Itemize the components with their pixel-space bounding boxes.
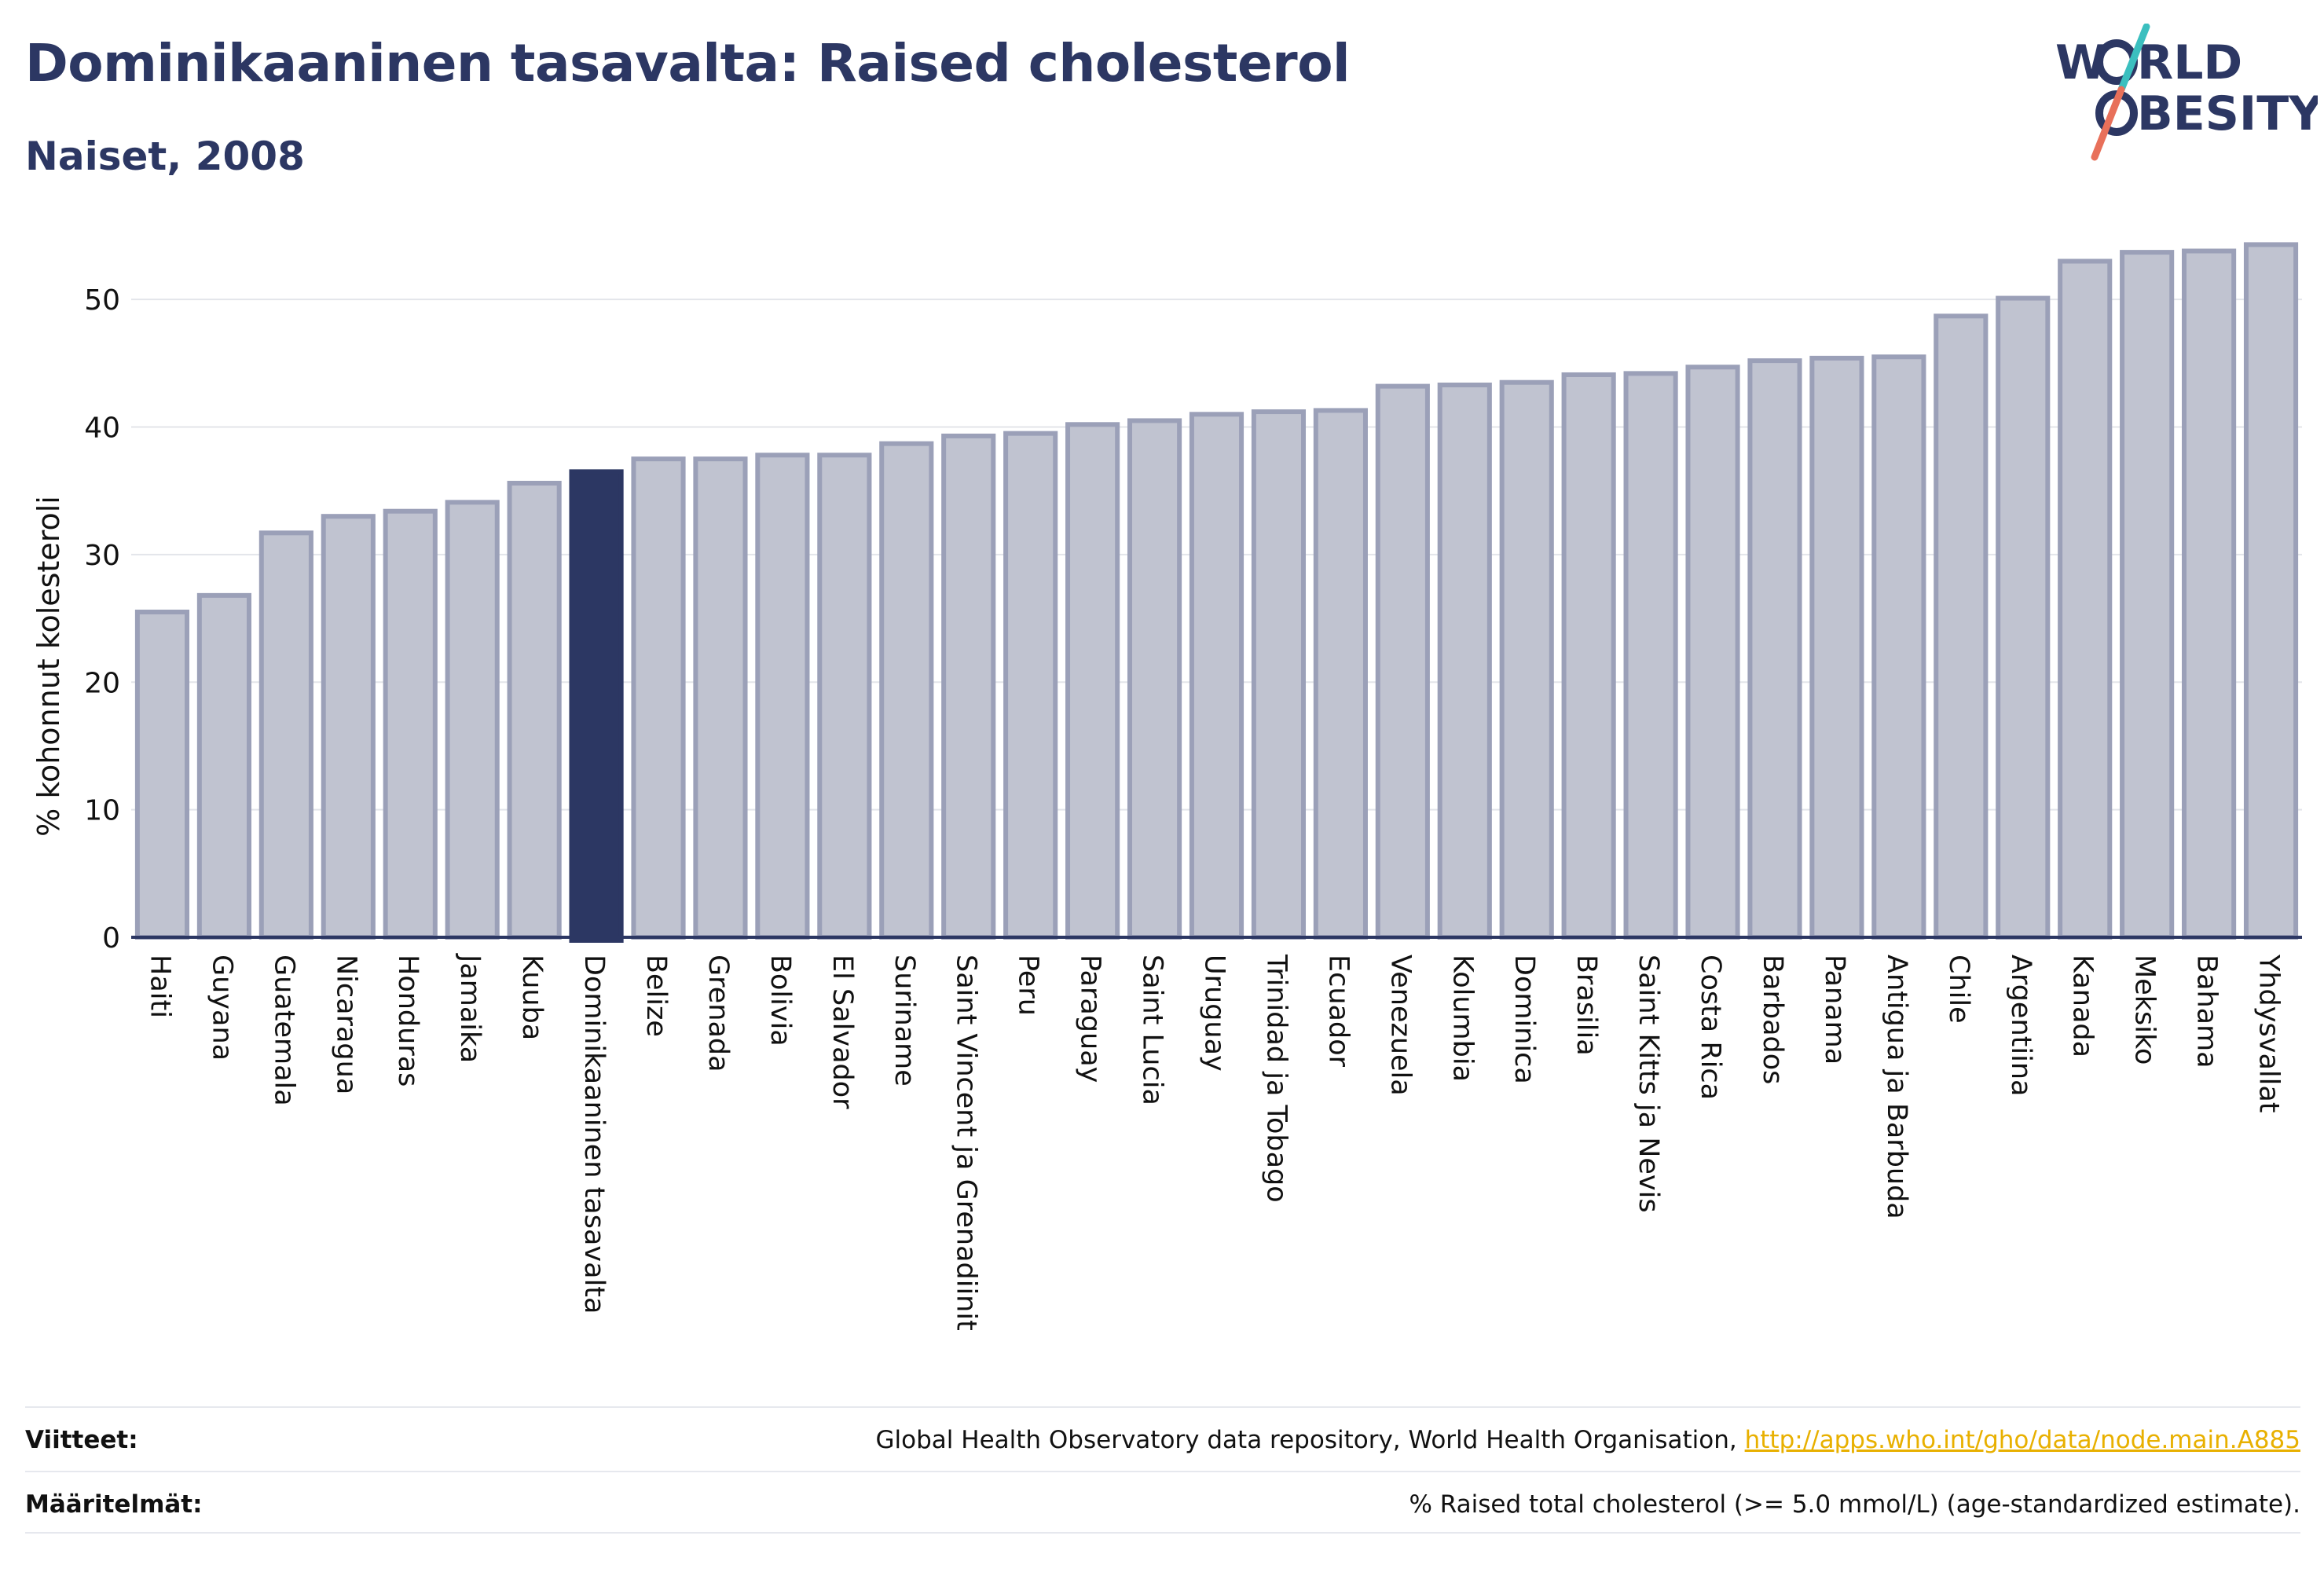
sources-link[interactable]: http://apps.who.int/gho/data/node.main.A… <box>1744 1426 2300 1454</box>
bar-grenada <box>693 456 748 940</box>
bar-nicaragua <box>321 514 376 940</box>
bar-kolumbia <box>1437 382 1492 940</box>
sources-row: Viitteet: Global Health Observatory data… <box>25 1406 2300 1472</box>
bar-saint-lucia <box>1127 418 1182 940</box>
x-tick-label: Argentiina <box>2005 955 2036 1096</box>
footer-divider <box>25 1532 2300 1534</box>
bar-trinidad-ja-tobago <box>1251 409 1307 940</box>
x-tick-label: Bahama <box>2191 955 2223 1068</box>
x-tick-label: Paraguay <box>1075 955 1106 1083</box>
x-tick-label: Venezuela <box>1384 955 1416 1096</box>
bar-venezuela <box>1375 383 1430 940</box>
chart-title: Dominikaaninen tasavalta: Raised cholest… <box>25 33 1351 93</box>
x-tick-label: Meksiko <box>2129 955 2161 1065</box>
x-tick-label: Saint Kitts ja Nevis <box>1633 955 1664 1213</box>
bar-barbados <box>1747 358 1802 940</box>
x-tick-label: Bolivia <box>764 955 796 1046</box>
x-tick-label: El Salvador <box>827 955 858 1109</box>
bar-dominica <box>1499 379 1554 940</box>
x-tick-label: Dominica <box>1508 955 1540 1084</box>
bar-kuuba <box>507 480 562 940</box>
bar-yhdysvallat <box>2243 242 2299 940</box>
bar-haiti <box>134 609 190 940</box>
bar-chart: 0 10 20 30 40 50 Haiti Guyana Guatemala Nicaragua… <box>31 242 2302 1331</box>
x-tick-label: Guatemala <box>268 955 299 1106</box>
y-tick-label: 30 <box>84 540 120 572</box>
x-tick-label: Saint Lucia <box>1137 955 1168 1105</box>
x-tick-label: Peru <box>1013 955 1044 1016</box>
x-tick-label: Suriname <box>889 955 920 1087</box>
bar-costa-rica <box>1685 365 1740 940</box>
bar-peru <box>1003 431 1058 940</box>
x-tick-label: Kolumbia <box>1446 955 1478 1082</box>
bar-ecuador <box>1313 408 1368 940</box>
axes: 0 10 20 30 40 50 Haiti Guyana Guatemala Nicaragua… <box>84 284 2302 1331</box>
y-axis-label: % kohonnut kolesteroli <box>31 496 66 837</box>
x-tick-label: Barbados <box>1757 955 1788 1084</box>
bar-jamaika <box>445 500 500 940</box>
sources-description: Global Health Observatory data repositor… <box>875 1426 1745 1454</box>
x-tick-label: Jamaika <box>454 953 486 1063</box>
x-tick-label: Antigua ja Barbuda <box>1881 955 1912 1219</box>
bar-bolivia <box>755 453 810 940</box>
bar-chile <box>1934 313 1989 940</box>
definitions-text: % Raised total cholesterol (>= 5.0 mmol/… <box>1409 1490 2300 1519</box>
sources-label: Viitteet: <box>25 1426 138 1454</box>
bar-meksiko <box>2120 250 2175 940</box>
y-tick-label: 10 <box>84 795 120 827</box>
bar-antigua-ja-barbuda <box>1871 354 1926 940</box>
svg-text:RLD: RLD <box>2137 35 2242 90</box>
bar-argentiina <box>1996 295 2051 940</box>
x-tick-label: Yhdysvallat <box>2253 954 2285 1113</box>
bar-dominikaaninen-tasavalta <box>569 469 624 943</box>
world-obesity-logo: W RLD BESITY <box>2055 24 2318 161</box>
bar-guatemala <box>258 530 313 940</box>
y-tick-label: 20 <box>84 667 120 699</box>
x-tick-label: Brasilia <box>1571 955 1602 1056</box>
x-tick-label: Grenada <box>702 955 734 1072</box>
definitions-label: Määritelmät: <box>25 1490 203 1519</box>
bar-panama <box>1809 355 1864 940</box>
x-tick-label: Chile <box>1943 955 1974 1024</box>
y-tick-label: 0 <box>102 922 120 955</box>
x-tick-label: Panama <box>1819 955 1850 1065</box>
bar-suriname <box>879 441 934 940</box>
bar-paraguay <box>1065 422 1120 940</box>
bars <box>134 242 2299 943</box>
bar-saint-kitts-ja-nevis <box>1623 371 1678 940</box>
bar-guyana <box>196 592 251 940</box>
bar-brasilia <box>1561 372 1616 940</box>
y-tick-label: 50 <box>84 284 120 317</box>
bar-bahama <box>2182 248 2237 940</box>
x-tick-label: Uruguay <box>1199 955 1230 1072</box>
bar-kanada <box>2058 258 2113 940</box>
x-tick-label: Kuuba <box>516 955 548 1040</box>
svg-text:BESITY: BESITY <box>2137 86 2318 141</box>
x-tick-label: Haiti <box>144 955 175 1018</box>
sources-text: Global Health Observatory data repositor… <box>876 1426 2300 1454</box>
bar-belize <box>631 456 686 940</box>
y-tick-label: 40 <box>84 412 120 445</box>
bar-saint-vincent-ja-grenadiinit <box>941 433 996 940</box>
chart-subtitle: Naiset, 2008 <box>25 134 305 179</box>
x-tick-label: Costa Rica <box>1695 955 1726 1100</box>
bar-honduras <box>383 508 438 940</box>
x-tick-label: Ecuador <box>1322 955 1354 1068</box>
x-tick-label: Trinidad ja Tobago <box>1260 954 1292 1203</box>
x-tick-label: Guyana <box>206 955 237 1061</box>
x-tick-label: Saint Vincent ja Grenadiinit <box>951 955 982 1331</box>
definitions-row: Määritelmät: % Raised total cholesterol … <box>25 1471 2300 1537</box>
bar-uruguay <box>1189 412 1244 940</box>
x-tick-label: Dominikaaninen tasavalta <box>578 955 610 1314</box>
x-tick-label: Honduras <box>392 955 423 1087</box>
x-tick-label: Nicaragua <box>330 955 361 1094</box>
x-tick-label: Belize <box>640 955 672 1037</box>
bar-el-salvador <box>817 453 872 940</box>
x-tick-label: Kanada <box>2067 955 2099 1057</box>
